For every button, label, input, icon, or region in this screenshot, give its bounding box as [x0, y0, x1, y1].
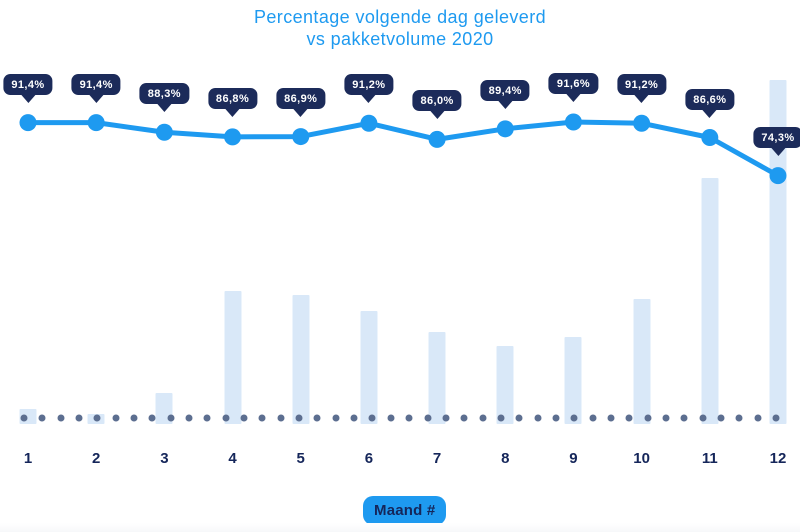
baseline-dot — [295, 414, 303, 422]
baseline-dot — [38, 414, 46, 422]
percentage-line — [25, 119, 781, 179]
baseline-dot — [589, 414, 597, 422]
x-axis-label: 11 — [701, 450, 718, 467]
x-axis-label: 8 — [501, 450, 510, 467]
x-axis-label: 1 — [23, 450, 33, 467]
baseline-dot — [570, 414, 578, 422]
value-tooltip: 89,4% — [480, 79, 530, 101]
line-marker — [633, 114, 651, 132]
x-axis-label: 6 — [364, 450, 374, 467]
value-tooltip: 86,8% — [207, 87, 258, 109]
value-tooltip: 91,6% — [548, 73, 599, 94]
baseline-dot — [552, 414, 560, 422]
baseline-dot — [75, 414, 83, 422]
line-marker — [701, 129, 719, 146]
chart-title: Percentage volgende dag geleverd vs pakk… — [0, 6, 800, 50]
baseline-dot — [479, 414, 487, 422]
baseline-dot — [680, 414, 688, 422]
value-tooltip: 91,2% — [617, 74, 667, 96]
value-tooltip: 91,2% — [344, 74, 394, 96]
bottom-edge — [0, 523, 800, 532]
line-marker — [496, 120, 514, 138]
baseline-dot — [368, 414, 376, 422]
x-axis-label: 9 — [569, 450, 578, 467]
line-marker — [292, 128, 310, 146]
baseline-dot — [387, 414, 395, 422]
line-marker — [87, 114, 105, 132]
baseline-dot — [405, 414, 413, 422]
baseline-dot — [112, 414, 120, 422]
baseline-dot — [57, 414, 65, 422]
x-axis-label: 10 — [633, 450, 650, 467]
x-axis-label: 12 — [769, 450, 787, 467]
baseline-dot — [240, 414, 248, 422]
value-tooltip: 91,4% — [3, 73, 53, 95]
value-tooltip: 74,3% — [753, 126, 800, 148]
baseline-dot — [167, 414, 175, 422]
baseline-dot — [754, 414, 762, 422]
volume-bar — [496, 345, 514, 424]
baseline-dot — [277, 414, 285, 422]
value-tooltip: 86,6% — [685, 88, 735, 110]
baseline-dot — [735, 414, 743, 422]
baseline-dot — [130, 414, 138, 422]
volume-bar — [292, 295, 310, 424]
baseline-dot — [222, 414, 230, 422]
value-tooltip: 91,4% — [71, 73, 121, 95]
volume-bar — [633, 299, 651, 424]
baseline-dot — [424, 414, 431, 422]
baseline-dot — [203, 414, 211, 422]
x-axis-label: 4 — [228, 450, 237, 467]
x-axis-label: 7 — [432, 450, 442, 467]
baseline-dot — [148, 414, 156, 422]
volume-bar — [769, 80, 787, 424]
baseline-dot — [497, 414, 505, 422]
baseline-dot — [607, 414, 615, 422]
volume-bar — [564, 336, 582, 424]
line-marker — [360, 114, 378, 132]
volume-bar — [224, 290, 242, 424]
baseline-dot — [350, 414, 358, 422]
line-marker — [19, 114, 37, 132]
baseline-dot — [185, 414, 193, 422]
baseline-dot — [772, 414, 780, 422]
line-marker — [769, 167, 787, 185]
baseline-dot — [258, 414, 266, 422]
volume-bar — [701, 178, 719, 424]
line-marker — [224, 128, 242, 146]
chart-title-line1: Percentage volgende dag geleverd — [253, 7, 546, 27]
line-marker — [564, 113, 582, 131]
value-tooltip: 86,9% — [276, 87, 326, 109]
baseline-dot — [442, 414, 450, 422]
baseline-dot — [332, 414, 340, 422]
x-axis-title-chip[interactable]: Maand # — [363, 496, 447, 525]
baseline-dot — [699, 414, 707, 422]
line-marker — [155, 123, 173, 141]
baseline-dot — [313, 414, 321, 422]
baseline-dot — [515, 414, 523, 422]
baseline-dot — [93, 414, 101, 422]
value-tooltip: 86,0% — [412, 90, 462, 112]
chart-title-line2: vs pakketvolume 2020 — [306, 29, 494, 49]
baseline-dot — [534, 414, 542, 422]
value-tooltip: 88,3% — [139, 83, 189, 105]
baseline-dot — [717, 414, 725, 422]
baseline-dot — [662, 414, 670, 422]
x-axis-label: 2 — [92, 450, 101, 467]
x-axis-label: 5 — [296, 450, 305, 467]
volume-bar — [360, 311, 378, 424]
baseline-dot — [625, 414, 633, 422]
volume-bar — [428, 332, 446, 424]
x-axis-label: 3 — [160, 450, 169, 467]
baseline-dot — [644, 414, 652, 422]
baseline-dot — [20, 414, 28, 422]
line-marker — [428, 130, 446, 148]
baseline-dot — [460, 414, 468, 422]
